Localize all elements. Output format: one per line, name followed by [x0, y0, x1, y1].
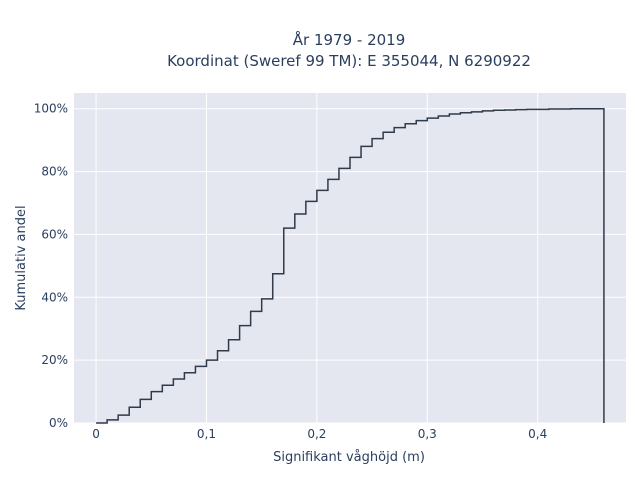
x-tick-label: 0 — [92, 427, 100, 441]
x-tick-label: 0,4 — [528, 427, 547, 441]
y-axis-title: Kumulativ andel — [14, 205, 29, 310]
y-tick-label: 0% — [49, 416, 68, 430]
x-tick-label: 0,1 — [197, 427, 216, 441]
x-axis-title: Signifikant våghöjd (m) — [273, 450, 425, 465]
chart-title-line-1: År 1979 - 2019 — [293, 30, 406, 49]
x-tick-label: 0,3 — [418, 427, 437, 441]
x-tick-label: 0,2 — [307, 427, 326, 441]
y-tick-label: 60% — [41, 227, 68, 241]
y-tick-label: 40% — [41, 290, 68, 304]
y-tick-label: 100% — [34, 102, 68, 116]
y-tick-label: 20% — [41, 353, 68, 367]
chart-title-line-2: Koordinat (Sweref 99 TM): E 355044, N 62… — [167, 52, 531, 70]
plot-area — [74, 93, 626, 423]
y-tick-label: 80% — [41, 165, 68, 179]
